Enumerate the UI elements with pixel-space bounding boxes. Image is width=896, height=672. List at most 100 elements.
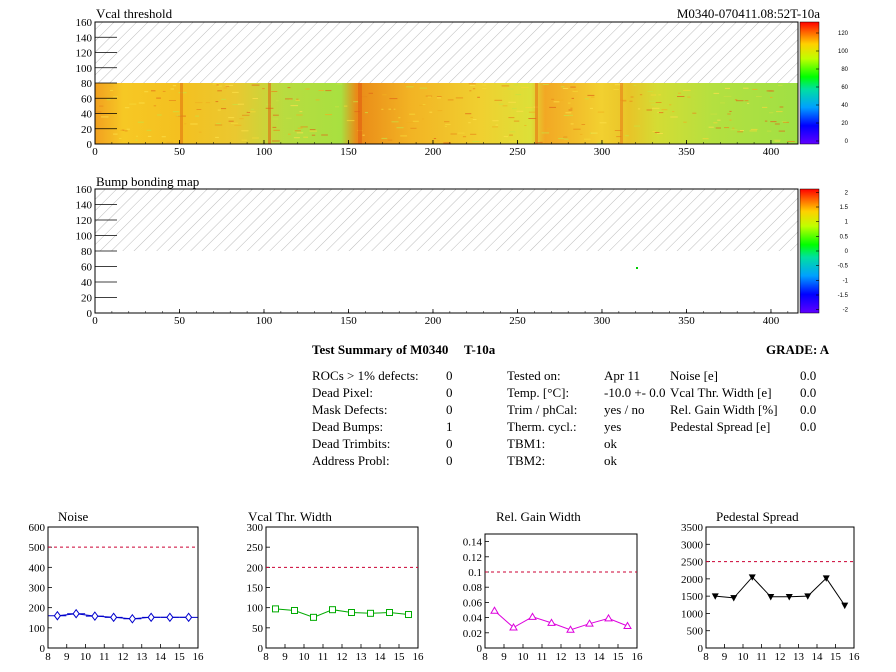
heat-streak	[657, 133, 663, 134]
heat-streak	[303, 136, 308, 138]
plot-frame	[705, 526, 855, 649]
heat-streak	[477, 96, 480, 98]
heat-streak	[564, 138, 569, 140]
heat-streak	[713, 92, 720, 94]
heat-streak	[750, 128, 758, 130]
heat-streak	[766, 130, 772, 132]
y-tick-label: 300	[247, 522, 264, 534]
heat-streak	[221, 98, 227, 100]
colorbar-tick-label: 20	[841, 121, 848, 127]
chart-title: Vcal Thr. Width	[248, 509, 332, 524]
data-point	[91, 611, 99, 621]
heat-streak	[620, 99, 627, 101]
y-tick-label: 3500	[681, 522, 704, 534]
x-tick-label: 300	[594, 315, 611, 327]
colorbar-ticks: 2 1.5 1 0.5 0 -0.5 -1 -1.5 -2	[816, 190, 849, 314]
heat-streak	[242, 114, 250, 116]
heat-streak	[769, 112, 774, 114]
data-point	[147, 612, 155, 623]
heat-streak	[702, 138, 709, 140]
heat-streak	[161, 136, 166, 138]
x-tick-label: 13	[356, 651, 368, 663]
heat-streak	[437, 110, 443, 112]
heat-streak	[106, 99, 111, 101]
data-point	[310, 613, 317, 621]
heat-streak	[101, 116, 109, 118]
heat-streak	[563, 115, 569, 116]
condition-value: ok	[604, 453, 617, 468]
y-tick-label: 1000	[681, 608, 704, 620]
x-tick-label: 250	[509, 315, 526, 327]
heat-streak	[683, 89, 691, 91]
y-tick-label: 150	[247, 583, 264, 595]
heat-streak	[387, 139, 393, 141]
x-tick-label: 200	[425, 146, 442, 158]
heat-streak	[652, 107, 660, 109]
heat-streak	[525, 107, 533, 109]
y-tick-label: 100	[76, 231, 93, 243]
heat-streak	[634, 125, 641, 127]
heat-streak	[535, 141, 543, 143]
heat-streak	[381, 108, 384, 110]
heat-streak	[215, 136, 219, 138]
heat-streak	[137, 121, 144, 123]
heat-streak	[465, 113, 472, 115]
defect-value: 0	[446, 436, 453, 451]
vcal-width-trend-chart: Vcal Thr. Width 8 9 10 11 12 13 14 15 16 0 50 100 150…	[247, 509, 425, 663]
vcal-threshold-map: Vcal threshold M0340-070411.08:52T-10a 0…	[76, 6, 849, 158]
heat-streak	[105, 85, 114, 87]
heat-streak	[444, 125, 447, 127]
heat-streak	[778, 84, 783, 86]
heat-streak	[151, 90, 156, 92]
heat-streak	[509, 131, 516, 133]
heat-streak	[205, 102, 211, 104]
heat-streak	[570, 86, 576, 88]
heat-streak	[425, 95, 433, 97]
data-point	[110, 612, 118, 623]
summary-temp-tag: T-10a	[464, 342, 496, 357]
dead-bump-pixel	[636, 267, 638, 269]
heat-streak	[744, 100, 749, 102]
heat-streak	[445, 124, 451, 125]
heat-streak	[190, 123, 198, 125]
heat-streak	[196, 109, 202, 110]
heat-streak	[553, 101, 560, 103]
heat-streak	[309, 129, 316, 131]
x-tick-label: 11	[756, 651, 767, 663]
condition-label: Tested on:	[507, 368, 561, 383]
heat-streak	[587, 94, 595, 96]
heat-streak	[573, 128, 581, 130]
heat-streak	[650, 104, 657, 106]
width-label: Vcal Thr. Width [e]	[670, 385, 772, 400]
heat-streak	[732, 127, 735, 129]
heat-streak	[568, 109, 573, 111]
y-tick-label: 0	[87, 139, 93, 151]
heat-streak	[637, 108, 641, 110]
heat-streak	[212, 83, 219, 85]
heat-streak	[756, 96, 762, 97]
heat-streak	[422, 104, 426, 106]
y-tick-label: 0.08	[463, 582, 483, 594]
series-line	[494, 610, 628, 631]
heat-streak	[295, 99, 300, 101]
heat-streak	[729, 110, 732, 112]
y-tick-label: 200	[29, 603, 46, 615]
heat-streak	[509, 134, 513, 136]
heat-streak	[215, 101, 219, 103]
heat-streak	[234, 124, 242, 126]
heat-streak	[649, 100, 656, 102]
heat-streak	[216, 123, 221, 125]
heat-streak	[225, 84, 234, 86]
x-tick-label: 16	[849, 651, 861, 663]
heat-streak	[776, 111, 783, 113]
heat-streak	[469, 90, 472, 92]
heat-streak	[113, 96, 118, 98]
y-tick-label: 500	[29, 542, 46, 554]
heat-streak	[361, 96, 368, 98]
bump-bonding-map: Bump bonding map 0 50 100 150 200 250 300 350 40…	[76, 174, 849, 327]
heat-streak	[661, 109, 668, 111]
x-tick-label: 10	[80, 651, 92, 663]
heat-streak	[639, 94, 643, 96]
gain-width-trend-chart: Rel. Gain Width 8 9 10 11 12 13 14 15 16 0 0.02 0.04…	[463, 509, 643, 663]
